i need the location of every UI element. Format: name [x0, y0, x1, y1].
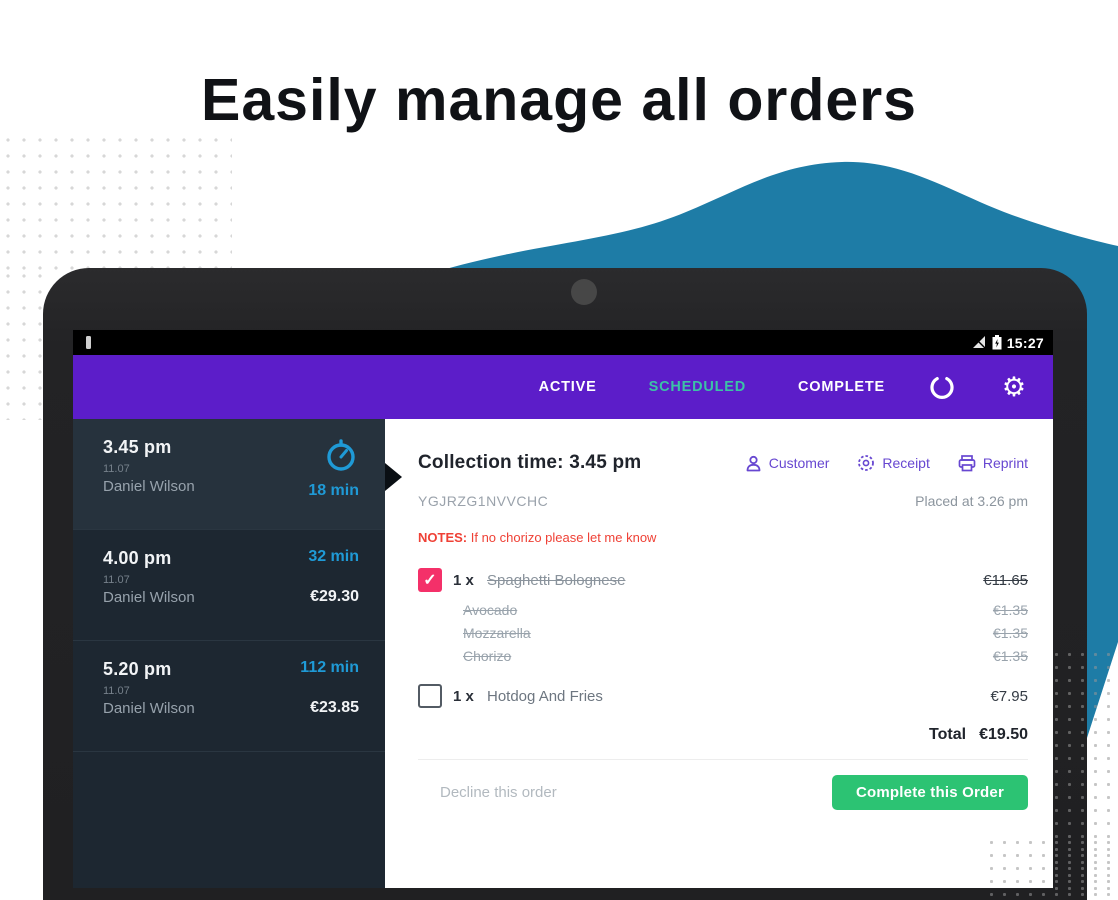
order-item-row: ✓ 1 x Spaghetti Bolognese €11.65: [418, 568, 1028, 592]
modifier-name: Avocado: [463, 602, 518, 618]
dot-pattern-decoration: [0, 132, 232, 270]
item-name: Hotdog And Fries: [487, 687, 603, 705]
order-price: €23.85: [310, 699, 359, 716]
item-modifiers: Avocado €1.35 Mozzarella €1.35 Chorizo €…: [463, 602, 1028, 671]
modifier-price: €1.35: [992, 625, 1028, 641]
modifier-row: Mozzarella €1.35: [463, 625, 1028, 648]
order-price: €29.30: [310, 588, 359, 605]
tablet-camera-icon: [571, 279, 597, 305]
status-bar: 15:27: [73, 330, 1053, 355]
tab-active[interactable]: ACTIVE: [538, 379, 597, 395]
reprint-label: Reprint: [982, 455, 1028, 471]
customer-label: Customer: [768, 455, 830, 471]
app-screen: 15:27 ACTIVE SCHEDULED COMPLETE ⚙ 3: [73, 330, 1053, 888]
order-card[interactable]: 5.20 pm 11.07 Daniel Wilson 112 min €23.…: [73, 641, 385, 752]
modifier-price: €1.35: [992, 648, 1028, 664]
decline-order-button[interactable]: Decline this order: [440, 784, 557, 801]
timer-icon: [327, 439, 355, 471]
receipt-stamp-icon: [858, 455, 875, 471]
tab-complete[interactable]: COMPLETE: [798, 379, 885, 395]
modifier-name: Chorizo: [463, 648, 512, 664]
printer-icon: [958, 454, 976, 471]
wifi-signal-icon: [972, 336, 986, 349]
item-checkbox-unchecked[interactable]: [418, 684, 442, 708]
collection-time-label: Collection time: 3.45 pm: [418, 452, 642, 473]
item-price: €7.95: [990, 687, 1028, 705]
order-customer: Daniel Wilson: [103, 589, 195, 606]
refresh-icon[interactable]: [927, 372, 957, 402]
order-countdown: 18 min: [308, 482, 359, 499]
reprint-button[interactable]: Reprint: [958, 454, 1028, 472]
order-card[interactable]: 3.45 pm 11.07 Daniel Wilson 18 min: [73, 419, 385, 530]
receipt-button[interactable]: Receipt: [857, 454, 930, 472]
order-date: 11.07: [103, 685, 130, 697]
battery-charging-icon: [992, 335, 1002, 350]
receipt-label: Receipt: [882, 455, 930, 471]
dot-pattern-decoration: [0, 268, 44, 420]
item-price: €11.65: [983, 571, 1028, 589]
divider: [418, 759, 1028, 760]
notification-icon: [86, 336, 91, 349]
tab-scheduled[interactable]: SCHEDULED: [648, 379, 747, 395]
item-name: Spaghetti Bolognese: [487, 571, 626, 589]
modifier-name: Mozzarella: [463, 625, 531, 641]
order-card[interactable]: 4.00 pm 11.07 Daniel Wilson 32 min €29.3…: [73, 530, 385, 641]
settings-gear-icon[interactable]: ⚙: [1001, 371, 1027, 403]
item-qty: 1 x: [453, 571, 474, 589]
order-item-row: 1 x Hotdog And Fries €7.95: [418, 684, 1028, 708]
order-time: 4.00 pm: [103, 548, 172, 568]
page-title: Easily manage all orders: [201, 67, 917, 133]
notes-text: If no chorizo please let me know: [467, 530, 657, 545]
order-customer: Daniel Wilson: [103, 478, 195, 495]
order-date: 11.07: [103, 463, 130, 475]
item-qty: 1 x: [453, 687, 474, 705]
placed-at-label: Placed at 3.26 pm: [915, 493, 1028, 509]
order-items-list: ✓ 1 x Spaghetti Bolognese €11.65 Avocado…: [418, 568, 1028, 708]
order-time: 3.45 pm: [103, 437, 172, 457]
order-time: 5.20 pm: [103, 659, 172, 679]
item-checkbox-checked[interactable]: ✓: [418, 568, 442, 592]
modifier-row: Avocado €1.35: [463, 602, 1028, 625]
notes-label: NOTES:: [418, 530, 468, 545]
selected-order-pointer: [385, 463, 402, 491]
orders-sidebar: 3.45 pm 11.07 Daniel Wilson 18 min: [73, 419, 402, 888]
order-countdown: 112 min: [300, 659, 359, 676]
order-total-row: Total €19.50: [418, 726, 1028, 744]
person-icon: [746, 455, 761, 471]
order-detail-panel: Collection time: 3.45 pm Customer: [385, 419, 1053, 888]
order-customer: Daniel Wilson: [103, 700, 195, 717]
modifier-price: €1.35: [992, 602, 1028, 618]
total-value: €19.50: [979, 726, 1028, 743]
total-label: Total: [929, 726, 967, 743]
order-notes: NOTES: If no chorizo please let me know: [418, 530, 1028, 545]
order-date: 11.07: [103, 574, 130, 586]
order-code: YGJRZG1NVVCHC: [418, 493, 549, 509]
clock-time: 15:27: [1006, 334, 1044, 351]
modifier-row: Chorizo €1.35: [463, 648, 1028, 671]
order-countdown: 32 min: [308, 548, 359, 565]
customer-button[interactable]: Customer: [745, 455, 830, 472]
dot-pattern-decoration: [985, 836, 1118, 900]
complete-order-button[interactable]: Complete this Order: [832, 775, 1028, 810]
top-navbar: ACTIVE SCHEDULED COMPLETE ⚙: [73, 355, 1053, 419]
